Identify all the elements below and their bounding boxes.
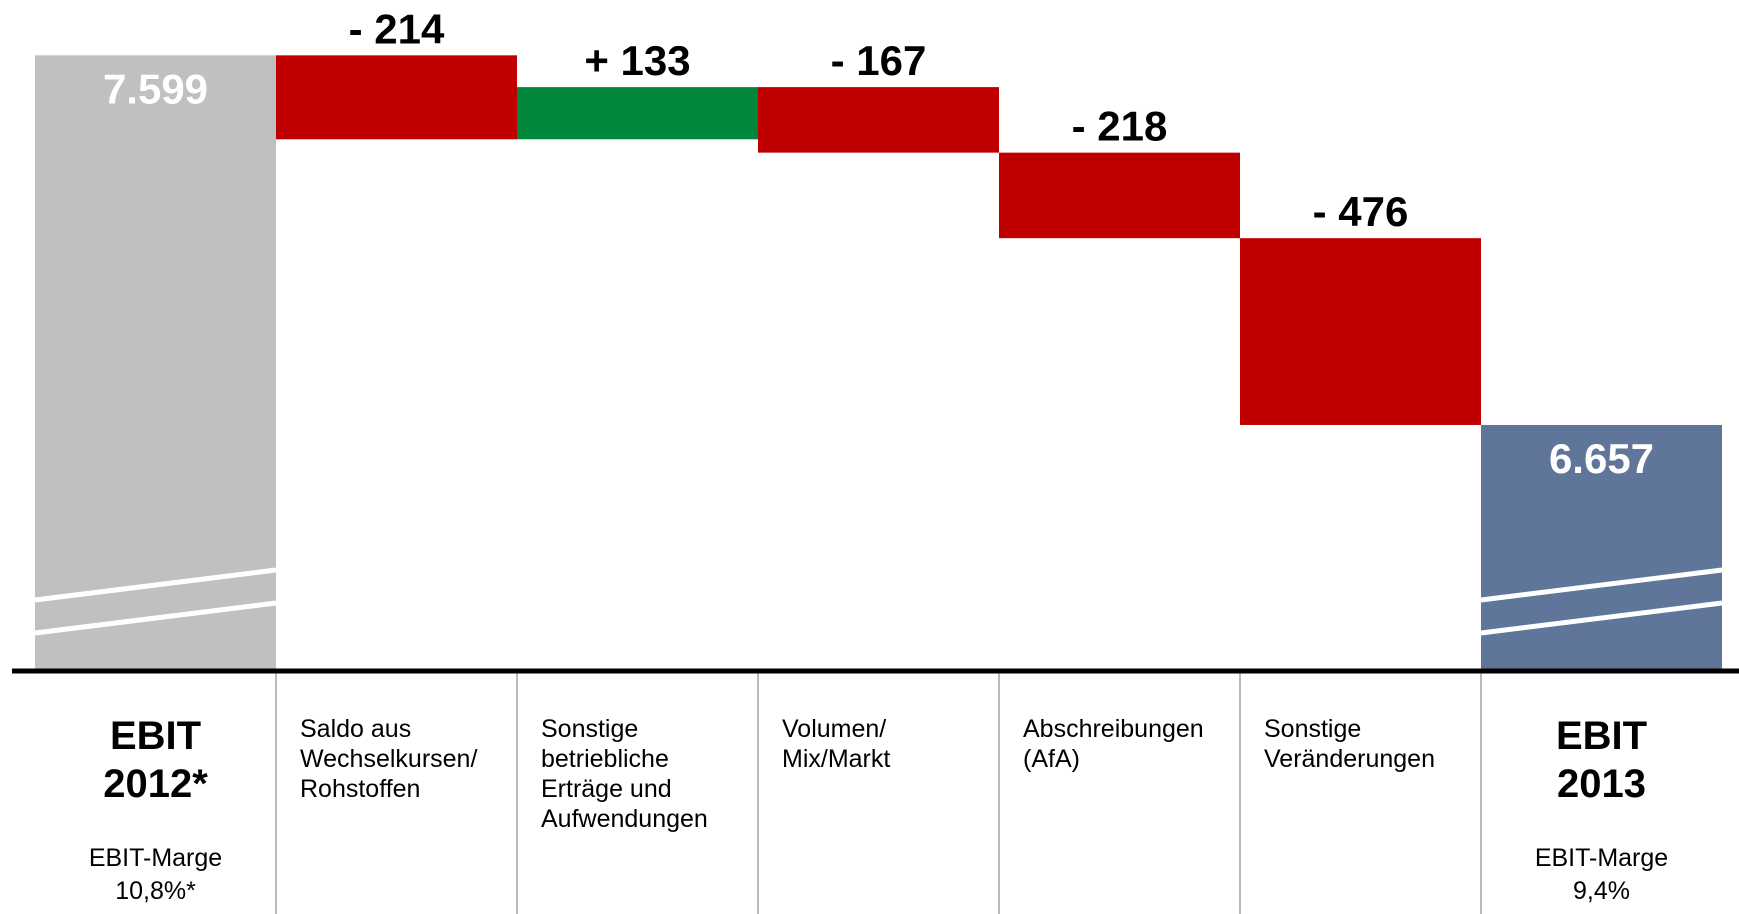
value-label: 6.657	[1549, 435, 1654, 482]
category-label: EBIT 2012*	[103, 714, 208, 806]
bar	[999, 152, 1240, 239]
category-label: Abschreibungen (AfA)	[1023, 715, 1204, 773]
bar	[276, 55, 517, 140]
bar	[35, 55, 276, 672]
category-note: EBIT-Marge 10,8%*	[88, 844, 223, 905]
category-label: Volumen/ Mix/Markt	[782, 715, 891, 773]
value-label: - 218	[1072, 103, 1168, 150]
bar	[517, 87, 758, 140]
value-label: 7.599	[103, 65, 208, 112]
bar	[758, 87, 999, 153]
category-label: Saldo aus Wechselkursen/ Rohstoffen	[300, 715, 478, 803]
category-note: EBIT-Marge 9,4%	[1534, 844, 1669, 905]
value-label: - 167	[831, 37, 927, 84]
value-label: + 133	[584, 37, 690, 84]
category-label: EBIT 2013	[1555, 714, 1648, 806]
value-label: - 214	[349, 5, 445, 52]
axis-break	[34, 567, 277, 603]
axis-break	[34, 600, 277, 636]
category-label: Sonstige Veränderungen	[1264, 715, 1435, 773]
bar	[1240, 238, 1481, 425]
axis-break	[1480, 600, 1723, 636]
axis-break	[1480, 567, 1723, 603]
category-label: Sonstige betriebliche Erträge und Aufwen…	[541, 715, 708, 833]
value-label: - 476	[1313, 188, 1409, 235]
